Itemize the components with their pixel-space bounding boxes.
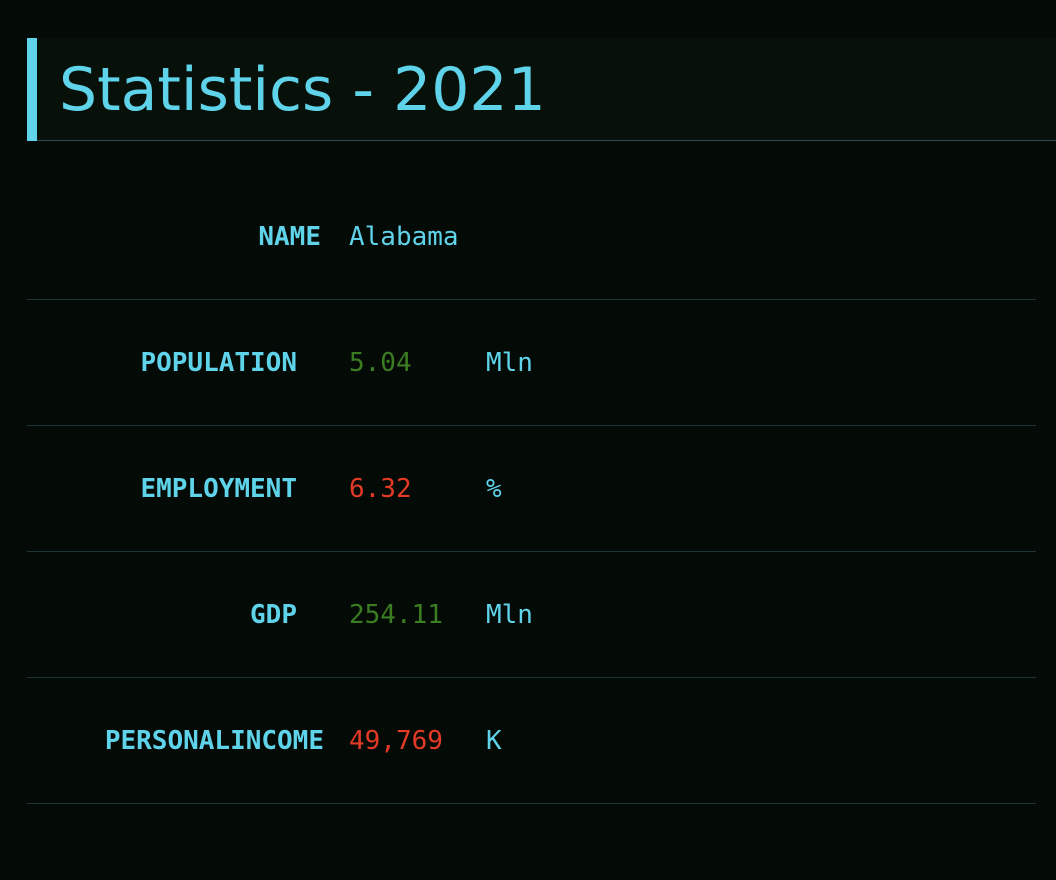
stat-row-name: NAME Alabama <box>27 174 1036 300</box>
stat-value-population: 5.04 <box>349 348 412 378</box>
stat-value-name: Alabama <box>349 222 459 252</box>
stat-label-name: NAME <box>258 222 321 252</box>
stat-row-population: POPULATION 5.04 Mln <box>27 300 1036 426</box>
stat-unit-personal-income: K <box>486 726 502 756</box>
stat-label-employment: EMPLOYMENT <box>140 474 297 504</box>
stat-value-employment: 6.32 <box>349 474 412 504</box>
panel-header: Statistics - 2021 <box>27 38 1056 141</box>
page-title: Statistics - 2021 <box>59 55 546 125</box>
stat-row-employment: EMPLOYMENT 6.32 % <box>27 426 1036 552</box>
accent-bar <box>27 38 37 141</box>
stat-unit-population: Mln <box>486 348 533 378</box>
stat-unit-employment: % <box>486 474 502 504</box>
stat-value-gdp: 254.11 <box>349 600 443 630</box>
stat-row-gdp: GDP 254.11 Mln <box>27 552 1036 678</box>
stat-unit-gdp: Mln <box>486 600 533 630</box>
stat-label-personal-income: PERSONALINCOME <box>104 726 324 756</box>
stat-row-personal-income: PERSONALINCOME 49,769 K <box>27 678 1036 804</box>
stat-label-population: POPULATION <box>140 348 297 378</box>
stats-table: NAME Alabama POPULATION 5.04 Mln EMPLOYM… <box>27 174 1036 804</box>
stat-value-personal-income: 49,769 <box>349 726 443 756</box>
stat-label-gdp: GDP <box>250 600 297 630</box>
